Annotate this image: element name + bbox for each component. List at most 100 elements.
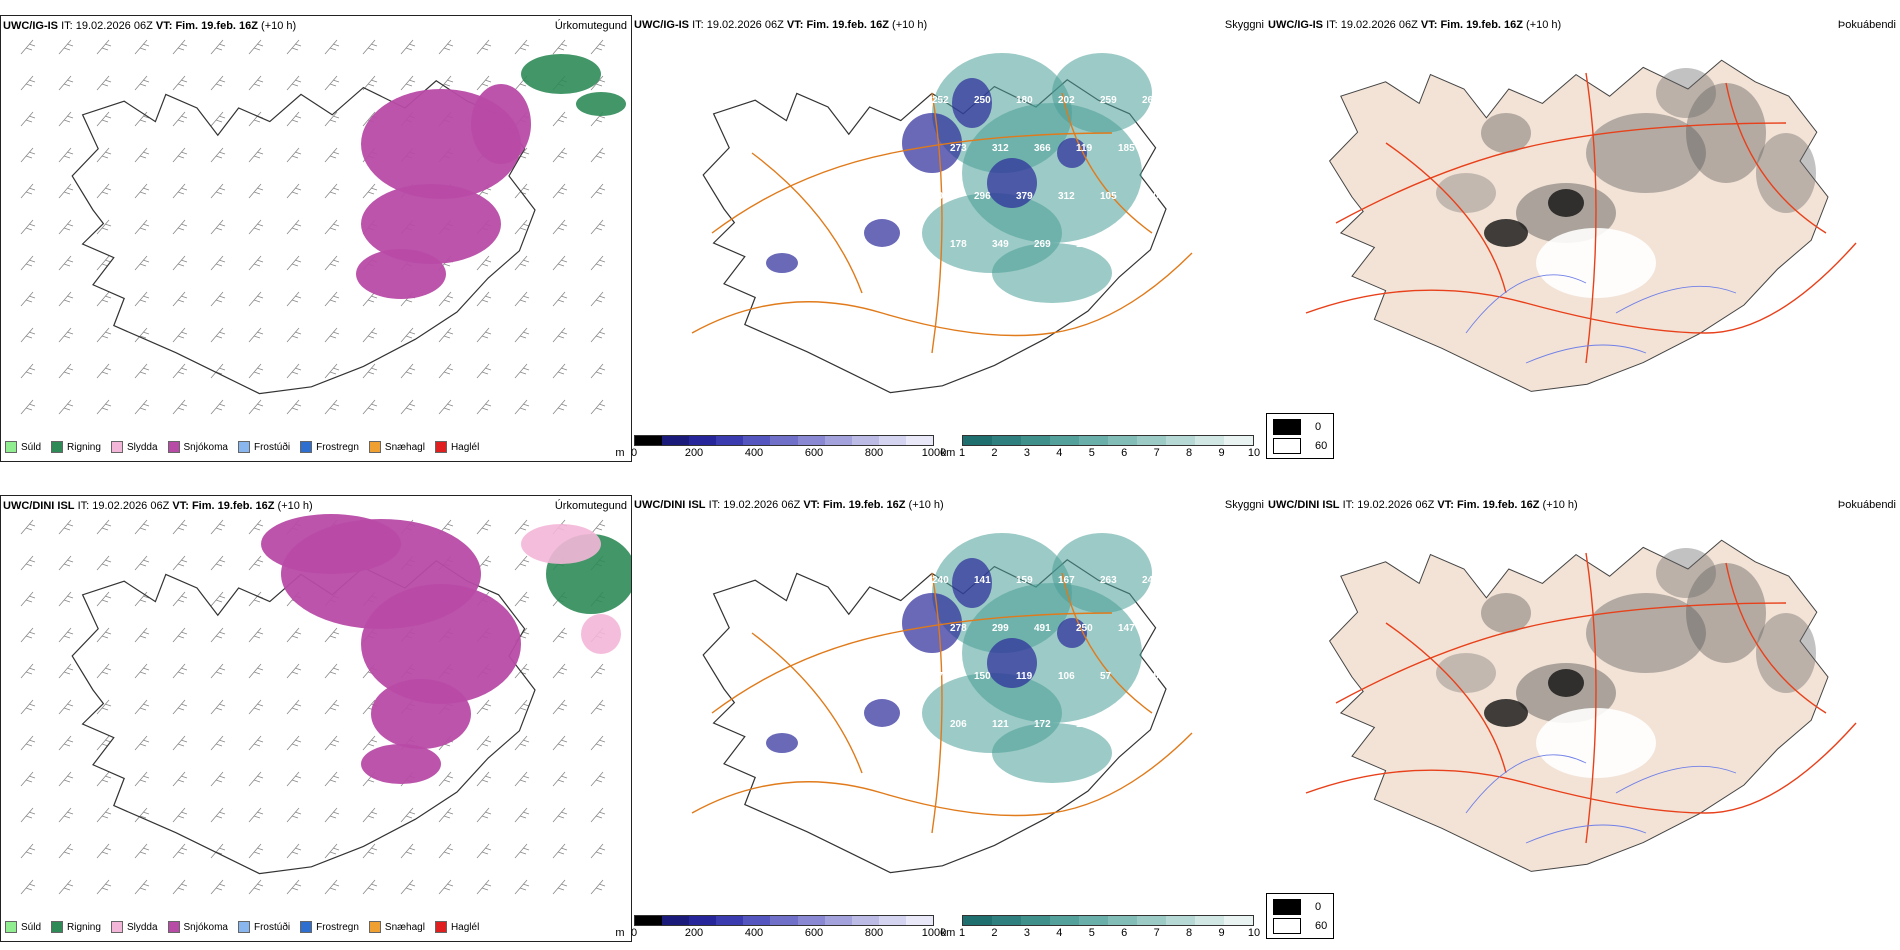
wind-barb [134, 39, 150, 55]
road-line [1335, 122, 1787, 224]
wind-barb [96, 771, 112, 787]
wind-barb [58, 327, 74, 343]
wind-barb [20, 771, 36, 787]
precip-panel-1: UWC/IG-IS IT: 19.02.2026 06Z VT: Fim. 19… [0, 15, 632, 462]
visibility-label: 263 [1100, 575, 1117, 586]
field-blob [261, 514, 401, 574]
wind-barb [20, 111, 36, 127]
colorbar-cell [716, 916, 744, 925]
field-blob [902, 113, 962, 173]
visibility-colorbar: km 1 2 3 4 5 6 7 8 9 10 [941, 915, 1260, 940]
wind-barb [400, 399, 416, 415]
cloudbase-colorbar: m 0 200 400 600 800 1000 [615, 915, 946, 940]
river-line [1465, 754, 1587, 814]
iceland-land [1328, 59, 1829, 392]
it-value: 19.02.2026 06Z [1340, 19, 1418, 31]
wind-barb [438, 399, 454, 415]
road-line [931, 572, 943, 834]
colorbar-cell [1195, 436, 1224, 445]
wind-barb [172, 699, 188, 715]
legend-item: Snjókoma [167, 441, 228, 453]
wind-barb [58, 555, 74, 571]
legend-label: Frostúði [253, 921, 291, 933]
wind-barb [362, 39, 378, 55]
wind-barb [248, 183, 264, 199]
colorbar-cell [662, 916, 690, 925]
wind-barb [590, 147, 606, 163]
field-blob [1686, 83, 1766, 183]
wind-barb [286, 399, 302, 415]
colorbar-cell [1195, 916, 1224, 925]
model-name: UWC/IG-IS [1268, 19, 1323, 31]
field-blob [1481, 113, 1531, 153]
colorbar-cell [770, 916, 798, 925]
field-blob [471, 84, 531, 164]
visibility-label: 178 [950, 239, 967, 250]
visibility-label: 105 [1100, 191, 1117, 202]
field-blob [1052, 53, 1152, 133]
colorbar-cell [1224, 916, 1253, 925]
colorbar-cell [662, 436, 690, 445]
wind-barb [248, 75, 264, 91]
wind-barb [286, 843, 302, 859]
wind-barb [172, 591, 188, 607]
wind-barb [286, 879, 302, 895]
field-blob [1436, 653, 1496, 693]
wind-barb [210, 183, 226, 199]
wind-barb [96, 183, 112, 199]
wind-barb [552, 327, 568, 343]
colorbar-cell [905, 916, 934, 925]
wind-barb [362, 843, 378, 859]
colorbar-tick: 800 [864, 447, 884, 459]
wind-barb [58, 291, 74, 307]
cloudbase-colorbar: m 0 200 400 600 800 1000 [615, 435, 946, 460]
cloud-title: Skyggni [1224, 499, 1264, 511]
panel-header: UWC/IG-IS IT: 19.02.2026 06Z VT: Fim. 19… [1268, 19, 1561, 31]
field-blob [864, 699, 900, 727]
wind-barb [172, 255, 188, 271]
vt-label: VT: [1420, 19, 1438, 31]
road-line [931, 92, 943, 354]
colorbar-cell [1108, 916, 1137, 925]
wind-barb [210, 699, 226, 715]
wind-barb [552, 735, 568, 751]
fog-key-row: 60 [1273, 916, 1327, 935]
wind-barb [210, 627, 226, 643]
lead-time: (+10 h) [277, 500, 313, 512]
wind-barb [286, 291, 302, 307]
wind-barb [590, 291, 606, 307]
legend-label: Haglél [450, 921, 480, 933]
road-line [1385, 622, 1507, 774]
model-name: UWC/DINI ISL [634, 499, 706, 511]
visibility-label: 57 [1100, 671, 1112, 682]
wind-barb [590, 399, 606, 415]
roads [1305, 552, 1857, 844]
colorbar-unit: m [615, 927, 625, 939]
cloudbase-ticks: m 0 200 400 600 800 1000 [615, 926, 946, 940]
precip-map [20, 39, 626, 415]
colorbar-cell [992, 436, 1021, 445]
wind-barb [476, 807, 492, 823]
legend-label: Rigning [67, 921, 101, 933]
visibility-label: 102 [1160, 239, 1177, 250]
wind-barb [286, 735, 302, 751]
legend-item: Frostregn [300, 921, 359, 933]
wind-barb [20, 555, 36, 571]
field-blob [1586, 593, 1706, 673]
wind-barb [286, 147, 302, 163]
wind-barb [210, 519, 226, 535]
wind-barb [552, 771, 568, 787]
wind-barb [58, 39, 74, 55]
wind-barb [248, 735, 264, 751]
wind-barb [248, 399, 264, 415]
fog-key-row: 60 [1273, 436, 1327, 455]
wind-barb [20, 591, 36, 607]
wind-barb [286, 327, 302, 343]
field-blob [1484, 219, 1528, 247]
wind-barb [362, 183, 378, 199]
wind-barb [362, 291, 378, 307]
wind-barb [362, 735, 378, 751]
field-blob [1756, 613, 1816, 693]
cloudbase-ticks: m 0 200 400 600 800 1000 [615, 446, 946, 460]
colorbar-cell [878, 916, 906, 925]
